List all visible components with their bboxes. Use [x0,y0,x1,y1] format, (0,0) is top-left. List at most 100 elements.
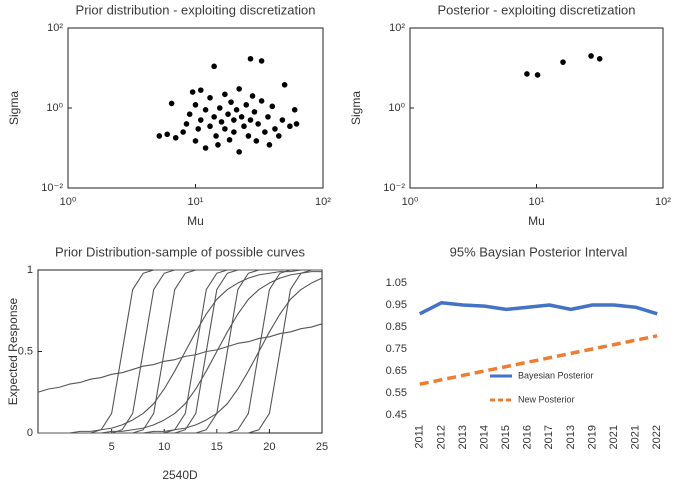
y-tick-label: 10⁰ [388,102,405,114]
scatter-point [534,72,541,78]
x-tick-label: 10⁰ [402,196,419,208]
scatter-point [596,55,603,62]
series-line [38,277,323,434]
y-tick-label: 0 [27,427,33,439]
scatter-point [262,129,268,135]
y-tick-label: 0.75 [386,343,407,355]
scatter-point [275,133,282,139]
y-tick-label: 0.55 [386,387,407,399]
scatter-point [226,137,233,143]
scatter-point [197,117,204,123]
y-axis-label: Sigma [349,91,363,125]
x-tick-label: 10⁰ [60,196,77,208]
x-tick-label: 20 [263,441,275,453]
scatter-point [228,99,234,105]
scatter-point [231,117,237,123]
scatter-point [183,121,190,127]
x-tick-label: 2019 [586,425,598,449]
scatter-point [197,87,204,93]
scatter-point [279,117,286,123]
x-tick-label: 2022 [651,425,663,449]
y-tick-label: 10² [389,22,405,34]
x-tick-label: 2013 [565,425,577,449]
scatter-point [258,98,265,104]
scatter-point [236,86,242,92]
scatter-point [211,63,217,70]
scatter-point [272,126,278,132]
scatter-point [258,58,265,64]
scatter-point [207,123,213,130]
scatter-point [172,134,179,141]
chart-title: Posterior - exploiting discretization [438,2,636,17]
y-tick-label: 10² [47,22,63,34]
scatter-point [164,131,171,138]
scatter-point [247,55,254,62]
x-axis-label: 2540D [162,468,198,482]
y-tick-label: 10⁰ [46,102,63,114]
scatter-point [269,103,276,110]
x-tick-label: 2015 [500,425,512,449]
scatter-point [222,91,228,98]
x-axis-label: Mu [187,214,204,228]
scatter-point [156,133,163,139]
y-tick-label: 1 [27,264,33,276]
series-line [418,301,658,316]
plot-frame [67,27,324,189]
series-line [38,269,322,434]
scatter-point [211,114,217,120]
legend-label: New Posterior [518,394,575,404]
x-axis-label: Mu [528,214,545,228]
y-tick-label: 0.65 [386,365,407,377]
scatter-point [238,114,245,120]
legend-label: Bayesian Posterior [518,370,594,380]
scatter-point [266,142,273,148]
x-tick-label: 2016 [522,425,534,449]
plot-frame [409,27,664,189]
scatter-point [192,102,199,108]
scatter-point [281,82,288,88]
y-tick-label: 10⁻² [41,182,63,194]
scatter-point [192,138,199,144]
x-tick-label: 2017 [543,425,555,449]
scatter-point [291,107,298,113]
chart-title: Prior distribution - exploiting discreti… [76,2,316,17]
scatter-point [253,138,260,144]
scatter-point [202,145,209,151]
scatter-point [251,109,258,115]
scatter-point [243,102,250,108]
y-axis-label: Sigma [7,91,21,125]
x-tick-label: 5 [109,441,115,453]
x-tick-label: 10² [655,196,671,208]
scatter-point [168,100,175,107]
x-tick-label: 15 [211,441,223,453]
y-tick-label: 10⁻² [383,182,405,194]
scatter-point [216,105,223,111]
scatter-point [213,133,219,139]
scatter-point [287,123,293,130]
scatter-point [245,133,252,139]
scatter-point [180,129,186,135]
x-tick-label: 10¹ [188,196,204,208]
scatter-point [236,149,242,155]
scatter-point [255,121,261,127]
scatter-point [588,53,594,59]
scatter-point [231,129,237,135]
scatter-point [225,111,231,117]
x-tick-label: 2021 [608,425,620,449]
y-tick-label: 0.45 [386,409,407,421]
scatter-point [293,121,300,127]
scatter-point [202,107,209,113]
x-tick-label: 10 [158,441,170,453]
scatter-point [249,93,256,99]
x-tick-label: 25 [316,441,328,453]
scatter-point [222,126,228,132]
scatter-point [560,59,566,65]
y-tick-label: 0.5 [18,345,33,357]
x-tick-label: 2021 [630,425,642,449]
y-tick-label: 0.85 [386,321,407,333]
x-tick-label: 2013 [457,425,469,449]
x-tick-label: 2011 [414,425,426,449]
scatter-point [207,94,213,101]
series-line [37,323,323,393]
x-tick-label: 2012 [435,425,447,449]
